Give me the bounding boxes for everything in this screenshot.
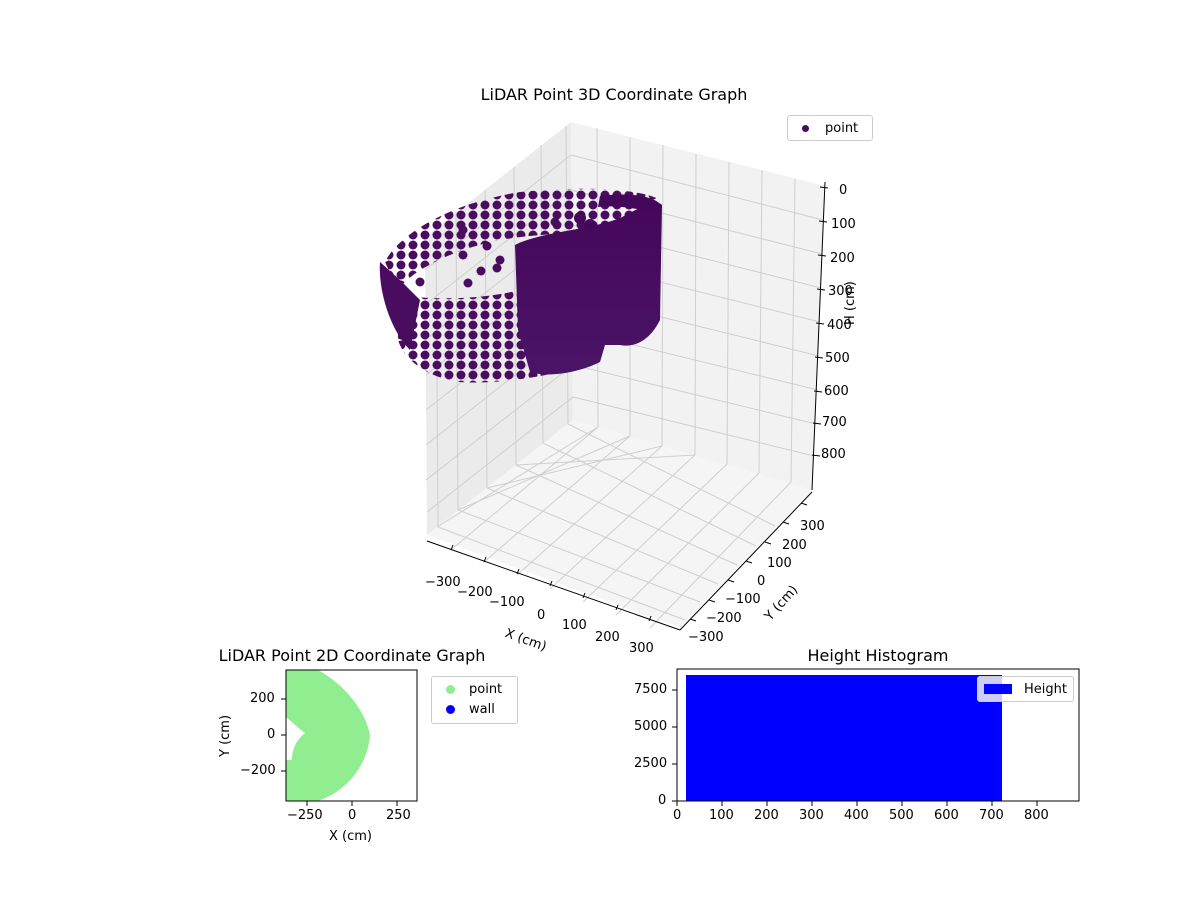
chart-2d-plot	[281, 669, 418, 806]
z-tick: 400	[827, 318, 852, 333]
x-tick: 300	[629, 641, 654, 656]
hist-y-tick: 2500	[634, 756, 668, 771]
legend-wall-marker	[446, 704, 455, 714]
y2d-tick: 200	[250, 691, 275, 706]
hist-x-tick: 200	[754, 808, 779, 823]
hist-x-tick: 0	[673, 808, 682, 823]
legend-2d-wall-label: wall	[469, 701, 495, 717]
legend-2d-point-label: point	[469, 681, 503, 697]
y-tick: 0	[757, 574, 766, 589]
y-tick: −200	[706, 611, 742, 626]
x2d-tick: 0	[348, 808, 357, 823]
z-tick: 200	[830, 251, 855, 266]
hist-x-tick: 800	[1024, 808, 1049, 823]
y2d-tick: −200	[240, 763, 276, 778]
chart-hist-plot	[672, 668, 1080, 806]
x-tick: −100	[489, 595, 525, 610]
y-tick: −300	[688, 630, 724, 645]
chart-hist-title: Height Histogram	[807, 646, 949, 665]
legend-2d: point wall	[431, 676, 518, 724]
x2d-tick: −250	[287, 808, 323, 823]
y2d-tick: 0	[267, 727, 276, 742]
hist-x-tick: 300	[799, 808, 824, 823]
point-cloud-3d	[379, 188, 662, 383]
pane-floor	[427, 420, 812, 628]
z-tick: 800	[821, 447, 846, 462]
x2d-tick: 250	[386, 808, 411, 823]
chart-3d-title: LiDAR Point 3D Coordinate Graph	[480, 85, 748, 104]
chart-2d-title: LiDAR Point 2D Coordinate Graph	[218, 646, 486, 665]
y2d-axis-label: Y (cm)	[218, 714, 233, 757]
x2d-axis-label: X (cm)	[329, 829, 372, 844]
y-tick: 300	[800, 519, 825, 534]
legend-3d: point	[787, 115, 873, 141]
legend-height-swatch	[984, 684, 1012, 694]
x-tick: −300	[425, 575, 461, 590]
hist-y-tick: 0	[658, 793, 667, 808]
z-tick: 100	[831, 217, 856, 232]
legend-point-marker	[802, 124, 809, 132]
y-tick: 200	[782, 538, 807, 553]
legend-point-marker	[446, 684, 455, 694]
y-tick: −100	[725, 592, 761, 607]
hist-x-tick: 700	[979, 808, 1004, 823]
hist-x-tick: 100	[709, 808, 734, 823]
legend-hist: Height	[977, 676, 1074, 702]
z-axis-label: H (cm)	[843, 281, 858, 325]
x-tick: 200	[595, 630, 620, 645]
z-tick: 0	[839, 183, 848, 198]
hist-x-tick: 500	[889, 808, 914, 823]
legend-hist-label: Height	[1024, 681, 1067, 697]
legend-3d-label: point	[825, 120, 859, 136]
z-tick: 700	[822, 415, 847, 430]
z-tick: 300	[828, 284, 853, 299]
x-tick: −200	[457, 585, 493, 600]
hist-y-tick: 5000	[634, 719, 668, 734]
y-tick: 100	[767, 556, 792, 571]
hist-y-tick: 7500	[634, 682, 668, 697]
x-tick: 0	[537, 608, 546, 623]
z-tick: 500	[825, 351, 850, 366]
z-tick: 600	[824, 384, 849, 399]
hist-bar	[686, 675, 1002, 801]
hist-x-tick: 400	[844, 808, 869, 823]
hist-x-tick: 600	[934, 808, 959, 823]
axis-lines	[426, 181, 829, 631]
x-tick: 100	[562, 618, 587, 633]
